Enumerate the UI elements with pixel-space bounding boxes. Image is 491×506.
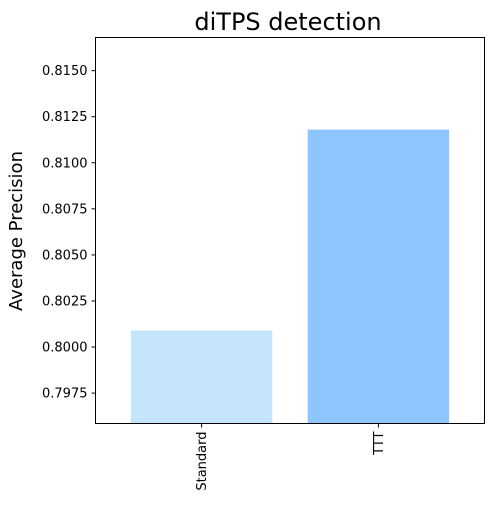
y-tick-label: 0.8150 [42, 64, 88, 79]
chart-title: diTPS detection [194, 8, 381, 36]
bars-group [130, 129, 450, 424]
y-tick-label: 0.8125 [42, 110, 88, 125]
x-tick-label: Standard [195, 432, 210, 491]
x-axis-ticks: Standard TTT [195, 423, 387, 491]
y-tick-label: 0.8050 [42, 248, 88, 263]
bar-ttt [307, 129, 450, 424]
y-tick-label: 0.8000 [42, 341, 88, 356]
y-tick-label: 0.8100 [42, 156, 88, 171]
y-tick-label: 0.7975 [42, 387, 88, 402]
plot-frame [95, 37, 485, 424]
y-axis-ticks: 0.7975 0.8000 0.8025 0.8050 0.8075 0.8100 0.81… [42, 64, 96, 402]
y-tick-label: 0.8025 [42, 294, 88, 309]
y-tick-label: 0.8075 [42, 202, 88, 217]
bar-standard [130, 330, 273, 424]
x-tick-label: TTT [372, 431, 387, 455]
y-axis-label: Average Precision [6, 151, 27, 311]
